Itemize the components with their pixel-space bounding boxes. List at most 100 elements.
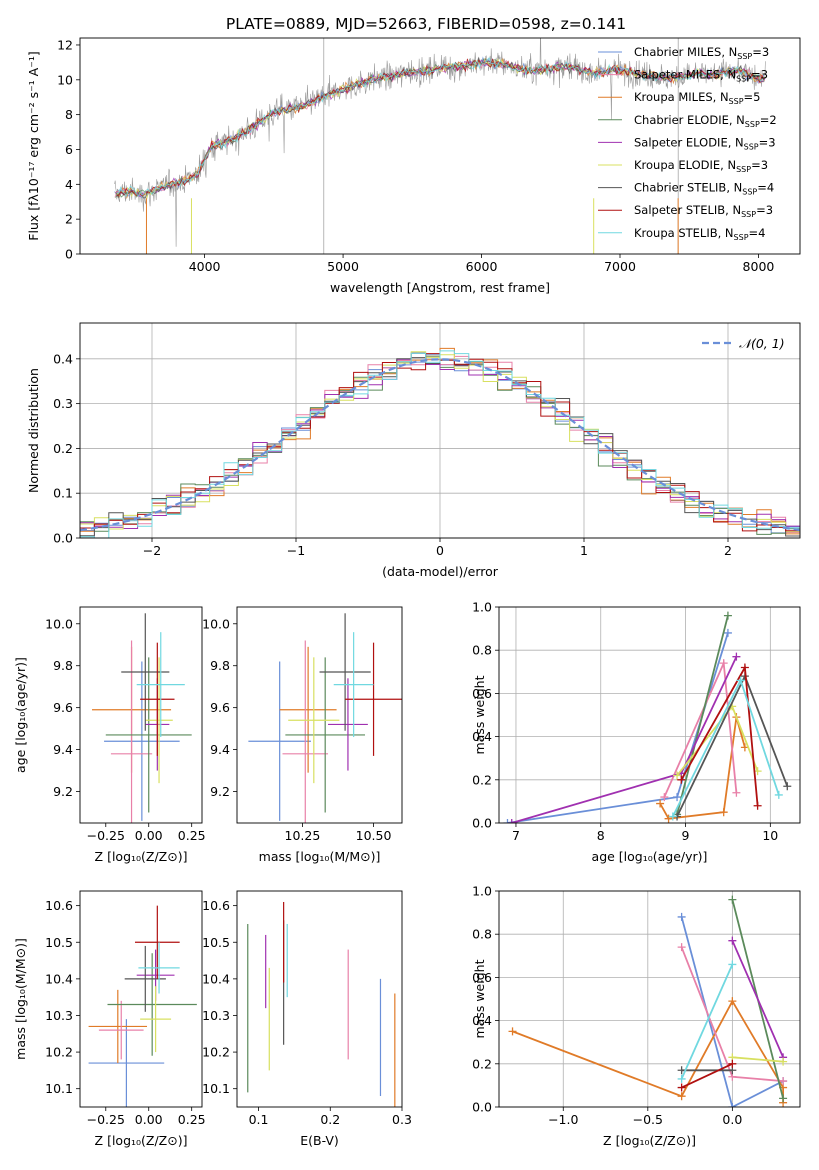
legend-label: Kroupa ELODIE, NSSP=3: [634, 158, 768, 174]
weight-marker: [677, 1092, 686, 1101]
legend-label-name: Salpeter MILES, N: [634, 68, 736, 82]
y-tick-label: 10.1: [45, 1081, 73, 1096]
legend-label-suffix: =3: [759, 135, 776, 149]
y-tick-label: 10.5: [45, 935, 73, 950]
x-tick-label: 7: [512, 828, 520, 843]
y-tick-label: 0.0: [472, 1100, 492, 1115]
legend-label-name: Kroupa MILES, N: [634, 90, 729, 104]
x-tick-label: 8: [597, 828, 605, 843]
weight-marker: [719, 659, 728, 668]
weight-marker: [507, 819, 516, 823]
x-tick-label: 0.1: [249, 1112, 269, 1127]
y-tick-label: 9.2: [53, 784, 73, 799]
weight-series-line: [681, 1062, 733, 1089]
x-tick-label: −1: [287, 543, 305, 558]
histogram-step-line: [80, 352, 800, 529]
y-tick-label: 9.6: [210, 700, 230, 715]
x-tick-label: 0.2: [320, 1112, 340, 1127]
weight-series-line: [680, 964, 734, 1080]
x-axis-label: wavelength [Angstrom, rest frame]: [330, 280, 550, 295]
x-tick-label: 8000: [743, 259, 775, 274]
y-tick-label: 9.8: [53, 658, 73, 673]
weight-marker: [719, 808, 728, 817]
legend-label-suffix: =2: [760, 113, 777, 127]
y-axis-label: age [log₁₀(age/yr)]: [13, 657, 28, 773]
y-tick-label: 10.5: [202, 935, 230, 950]
legend-label-sub: SSP: [745, 120, 760, 129]
y-tick-label: 10.3: [202, 1008, 230, 1023]
y-tick-label: 10.6: [202, 898, 230, 913]
x-tick-label: 0.25: [178, 1112, 206, 1127]
weight-marker: [728, 895, 737, 904]
histogram-legend: 𝒩(0, 1): [702, 336, 785, 351]
age_weight-lines: [503, 611, 792, 823]
weight-marker: [677, 775, 686, 784]
legend-label-sub: SSP: [729, 97, 744, 106]
legend-label-sub: SSP: [742, 188, 757, 197]
weight-marker: [732, 788, 741, 797]
y-tick-label: 0.3: [53, 396, 73, 411]
y-tick-label: 6: [65, 142, 73, 157]
weight-series-line: [731, 940, 784, 1058]
y-tick-label: 10.4: [202, 971, 230, 986]
legend-label-sub: SSP: [734, 233, 749, 242]
model-fit-line: [116, 58, 765, 197]
x-tick-label: 0.00: [135, 828, 163, 843]
weight-marker: [779, 1057, 788, 1066]
x-tick-label: −0.25: [87, 828, 125, 843]
weight-marker: [779, 1077, 788, 1086]
z_mass-errorbars: [88, 905, 197, 1107]
histogram-steps: [80, 347, 800, 538]
weight-marker: [783, 782, 792, 791]
x-tick-label: 1: [580, 543, 588, 558]
y-tick-label: 0.4: [472, 1013, 492, 1028]
y-tick-label: 0.1: [53, 486, 73, 501]
x-axis-label: Z [log₁₀(Z/Z⊙)]: [95, 849, 188, 864]
weight-marker: [677, 1074, 686, 1083]
y-tick-label: 0.2: [472, 772, 492, 787]
legend-label-suffix: =3: [756, 203, 773, 217]
y-tick-label: 0.0: [472, 816, 492, 831]
weight-marker: [723, 628, 732, 637]
age_weight-frame: [498, 606, 801, 824]
spectrum-axes: 4000 5000 6000 7000 8000 0 2 4 6 8 10 12 wavelength …: [26, 37, 774, 295]
legend-label-name: Chabrier MILES, N: [634, 45, 737, 59]
figure-title: PLATE=0889, MJD=52663, FIBERID=0598, z=0…: [226, 15, 626, 33]
histogram-frame: [79, 322, 801, 539]
y-axis-label: mass weight: [472, 959, 487, 1038]
legend-label-name: Kroupa STELIB, N: [634, 226, 734, 240]
x-axis-label: E(B-V): [300, 1133, 339, 1148]
weight-series-line: [732, 1056, 784, 1063]
ebv_mass-errorbars: [247, 901, 396, 1107]
legend-label: Kroupa STELIB, NSSP=4: [634, 226, 765, 242]
legend-label: Chabrier MILES, NSSP=3: [634, 45, 769, 61]
y-tick-label: 10.2: [45, 1045, 73, 1060]
weight-marker: [723, 611, 732, 620]
y-tick-label: 10.0: [45, 616, 73, 631]
weight-marker: [728, 997, 737, 1006]
y-tick-label: 0.0: [53, 531, 73, 546]
mass_age-axes: 10.25 10.50 9.2 9.4 9.6 9.8 10.0 mass [log₁₀(M/…: [202, 616, 391, 864]
y-tick-label: 0.4: [53, 351, 73, 366]
weight-marker: [736, 676, 745, 685]
weight-marker: [774, 790, 783, 799]
legend-label-sub: SSP: [741, 210, 756, 219]
weight-marker: [732, 652, 741, 661]
y-tick-label: 9.6: [53, 700, 73, 715]
legend-label: 𝒩(0, 1): [739, 336, 785, 351]
y-tick-label: 1.0: [472, 884, 492, 899]
y-tick-label: 0.6: [472, 686, 492, 701]
x-axis-label: Z [log₁₀(Z/Z⊙)]: [603, 1133, 696, 1148]
x-tick-label: 10: [762, 828, 778, 843]
y-tick-label: 8: [65, 107, 73, 122]
x-tick-label: 7000: [604, 259, 636, 274]
weight-marker: [660, 793, 669, 802]
legend-label-name: Chabrier ELODIE, N: [634, 113, 745, 127]
z_age-axes: −0.25 0.00 0.25 9.2 9.4 9.6 9.8 10.0 Z [log₁₀(Z/…: [13, 616, 206, 864]
y-tick-label: 0.2: [53, 441, 73, 456]
weight-series-line: [676, 615, 729, 815]
y-tick-label: 2: [65, 212, 73, 227]
x-tick-label: −0.5: [633, 1112, 663, 1127]
y-tick-label: 0.8: [472, 643, 492, 658]
